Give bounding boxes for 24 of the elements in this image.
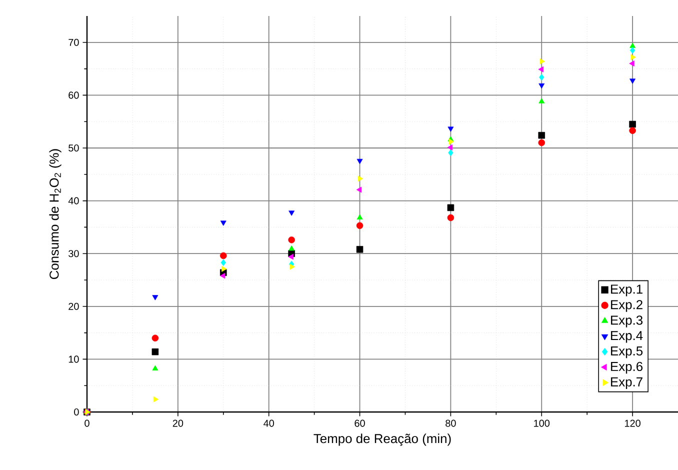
- legend-label: Exp.4: [611, 331, 643, 343]
- x-tick-label: 120: [625, 420, 640, 427]
- y-tick-label: 20: [68, 302, 79, 310]
- y-tick-label: 0: [74, 408, 79, 416]
- legend-label: Exp.7: [611, 377, 642, 390]
- y-tick-label: 40: [68, 197, 79, 204]
- x-tick-label: 100: [534, 420, 550, 427]
- y-tick-label: 70: [68, 38, 79, 46]
- y-tick-label: 50: [68, 144, 79, 152]
- x-tick-label: 40: [264, 420, 274, 427]
- y-axis-title: Consumo de H$_{2}$O$_{2}$ (%): [49, 149, 62, 279]
- y-tick-label: 30: [68, 250, 79, 258]
- x-tick-label: 80: [446, 420, 456, 427]
- x-tick-label: 0: [84, 420, 90, 427]
- y-tick-label: 10: [68, 356, 79, 363]
- legend-label: Exp.5: [611, 346, 643, 358]
- legend-label: Exp.3: [611, 316, 643, 328]
- x-tick-label: 20: [172, 420, 184, 427]
- x-tick-label: 60: [354, 420, 365, 427]
- legend-label: Exp.6: [611, 362, 643, 374]
- y-tick-label: 60: [68, 92, 79, 99]
- legend-label: Exp.1: [611, 284, 642, 296]
- legend-label: Exp.2: [611, 300, 642, 312]
- x-axis-title: Tempo de Reação (min): [314, 434, 451, 446]
